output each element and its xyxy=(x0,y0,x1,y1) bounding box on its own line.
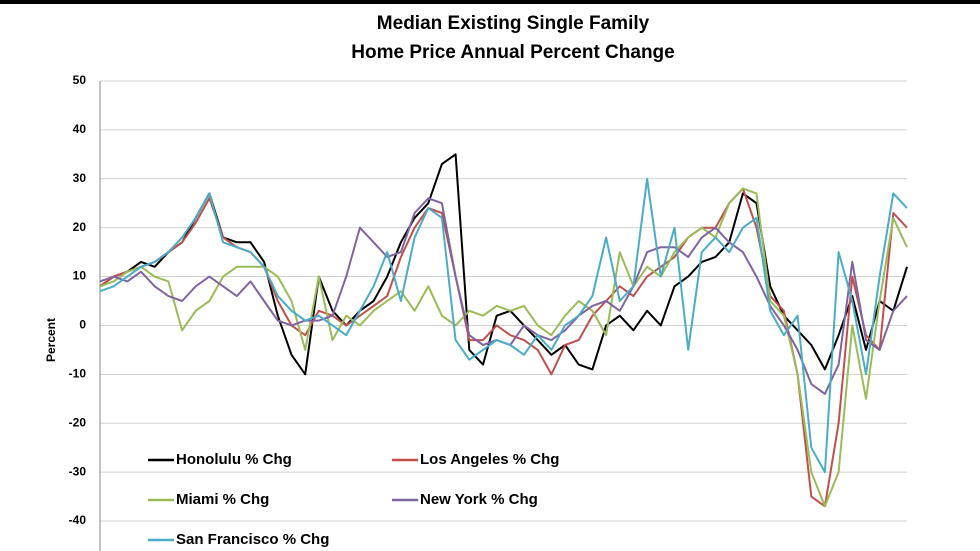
y-axis-label: Percent xyxy=(44,318,58,362)
series-line xyxy=(99,177,908,474)
y-tick-label: 40 xyxy=(73,122,87,136)
legend-label: New York % Chg xyxy=(420,491,538,508)
y-tick-label: 20 xyxy=(73,220,87,234)
chart-title: Median Existing Single Family xyxy=(377,13,650,34)
legend-label: Miami % Chg xyxy=(176,491,269,508)
y-tick-label: -20 xyxy=(69,415,87,429)
series-line xyxy=(99,153,908,376)
y-tick-label: 0 xyxy=(79,318,86,332)
y-tick-label: -40 xyxy=(69,513,87,527)
legend: Honolulu % Chg Los Angeles % Chg Miami % C… xyxy=(148,451,559,548)
legend-label: San Francisco % Chg xyxy=(176,531,329,548)
y-tick-label: 10 xyxy=(73,269,87,283)
legend-label: Honolulu % Chg xyxy=(176,451,292,468)
y-tick-label: 50 xyxy=(73,73,87,87)
chart-title: Home Price Annual Percent Change xyxy=(351,42,674,63)
y-tick-label: -30 xyxy=(69,464,87,478)
legend-label: Los Angeles % Chg xyxy=(420,451,559,468)
plot xyxy=(99,153,908,508)
y-tick-label: -10 xyxy=(69,367,87,381)
series-line xyxy=(99,187,908,508)
top-border xyxy=(0,0,980,4)
grid: -40 -30 -20 -10 0 10 20 30 40 50 xyxy=(69,73,907,527)
y-tick-label: 30 xyxy=(73,171,87,185)
